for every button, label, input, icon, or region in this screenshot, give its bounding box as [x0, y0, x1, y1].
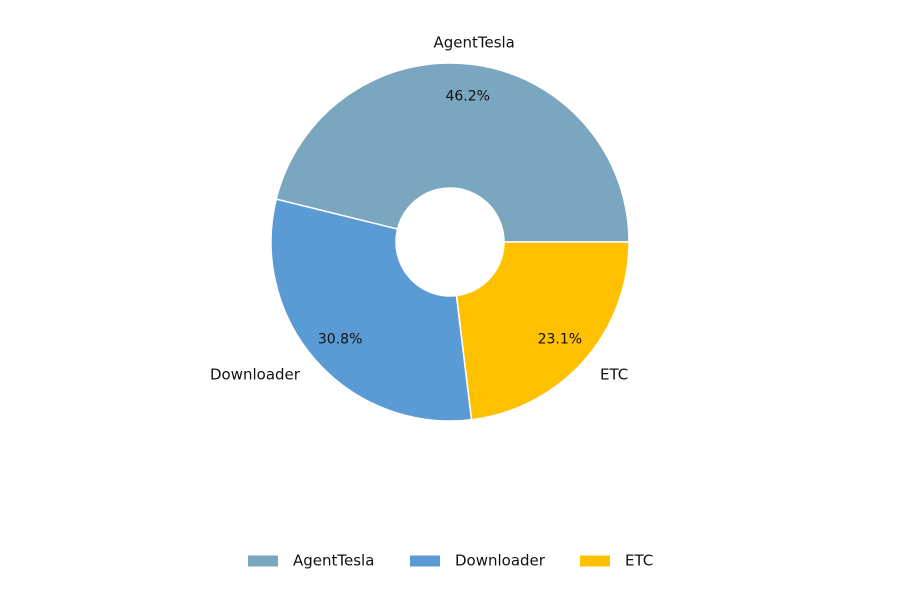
category-label-agenttesla: AgentTesla [433, 33, 514, 51]
legend-label-etc: ETC [625, 552, 653, 570]
legend-swatch-downloader [410, 555, 440, 567]
legend-label-downloader: Downloader [455, 552, 546, 570]
percent-label-downloader: 30.8% [318, 331, 362, 347]
category-label-etc: ETC [600, 365, 628, 383]
slice-downloader [270, 198, 473, 422]
slice-etc [455, 241, 630, 421]
percent-label-etc: 23.1% [538, 331, 582, 347]
slice-group [270, 62, 630, 422]
legend: AgentTesla Downloader ETC [248, 552, 653, 570]
percent-label-agenttesla: 46.2% [445, 88, 489, 104]
legend-swatch-agenttesla [248, 555, 278, 567]
legend-swatch-etc [580, 555, 610, 567]
label-group: 46.2% AgentTesla 30.8% Downloader 23.1% ETC [210, 33, 628, 383]
legend-label-agenttesla: AgentTesla [293, 552, 374, 570]
slice-agenttesla [275, 62, 630, 243]
category-label-downloader: Downloader [210, 365, 301, 383]
